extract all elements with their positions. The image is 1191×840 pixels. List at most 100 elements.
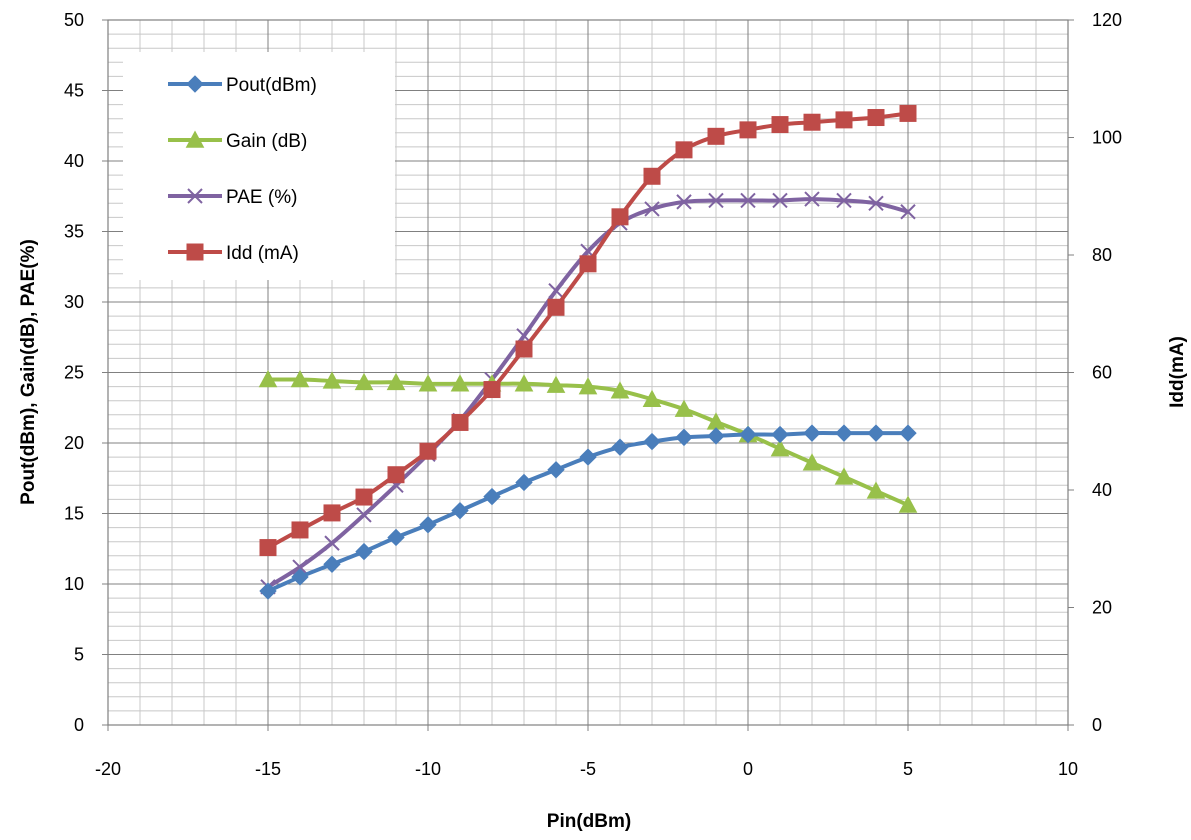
data-point bbox=[739, 425, 757, 444]
x-tick-label: -15 bbox=[255, 759, 281, 779]
data-point bbox=[707, 127, 725, 145]
data-point bbox=[802, 453, 822, 471]
legend-label: PAE (%) bbox=[226, 187, 297, 208]
y2-tick-label: 120 bbox=[1092, 10, 1122, 30]
data-point bbox=[323, 555, 341, 573]
data-point bbox=[835, 111, 853, 129]
data-point bbox=[515, 473, 533, 492]
data-point bbox=[323, 504, 341, 522]
data-point bbox=[548, 283, 564, 299]
data-point bbox=[676, 194, 692, 210]
data-point bbox=[547, 298, 565, 316]
data-point bbox=[611, 438, 629, 456]
data-point bbox=[643, 432, 661, 451]
series-pout-dbm bbox=[259, 424, 917, 600]
x-tick-label: -20 bbox=[95, 759, 121, 779]
data-point bbox=[803, 424, 821, 442]
data-point bbox=[898, 495, 918, 513]
x-tick-label: 10 bbox=[1058, 759, 1078, 779]
data-point bbox=[386, 372, 406, 391]
data-point bbox=[834, 467, 854, 485]
data-point bbox=[387, 528, 405, 547]
y2-tick-label: 40 bbox=[1092, 480, 1112, 500]
data-point bbox=[546, 375, 566, 393]
data-point bbox=[772, 192, 788, 209]
x-tick-label: 0 bbox=[743, 759, 753, 779]
legend-label: Pout(dBm) bbox=[226, 75, 317, 96]
data-point bbox=[707, 427, 725, 445]
data-point bbox=[324, 535, 340, 551]
data-point bbox=[514, 374, 534, 392]
data-point bbox=[868, 195, 884, 212]
data-point bbox=[899, 424, 917, 442]
data-point bbox=[419, 442, 437, 460]
y-tick-label: 50 bbox=[64, 10, 84, 30]
data-point bbox=[675, 141, 693, 159]
data-point bbox=[579, 255, 597, 273]
axes: -20 -15 -10 -5 0 5 100510152025303540455002040… bbox=[64, 10, 1122, 779]
data-point bbox=[450, 374, 470, 392]
data-point bbox=[418, 374, 438, 392]
data-point bbox=[290, 369, 310, 388]
data-point bbox=[674, 399, 694, 417]
data-point bbox=[547, 461, 565, 479]
y2-axis-title: Idd(mA) bbox=[1167, 336, 1188, 408]
data-point bbox=[354, 372, 374, 391]
x-tick-label: -10 bbox=[415, 759, 441, 779]
legend-item: Idd (mA) bbox=[168, 243, 299, 264]
data-point bbox=[899, 104, 917, 122]
data-point bbox=[387, 466, 405, 484]
x-axis-title: Pin(dBm) bbox=[547, 811, 631, 832]
data-point bbox=[291, 521, 309, 539]
y-tick-label: 30 bbox=[64, 292, 84, 312]
data-point bbox=[356, 507, 372, 523]
y2-tick-label: 60 bbox=[1092, 363, 1112, 383]
legend-item: PAE (%) bbox=[168, 187, 297, 208]
data-point bbox=[835, 424, 853, 442]
legend-item: Pout(dBm) bbox=[168, 75, 317, 96]
data-point bbox=[642, 389, 662, 408]
data-point bbox=[451, 501, 469, 520]
y-tick-label: 40 bbox=[64, 151, 84, 171]
data-point bbox=[770, 439, 790, 457]
data-point bbox=[739, 121, 757, 139]
data-point bbox=[675, 428, 693, 447]
data-point bbox=[451, 413, 469, 431]
y2-tick-label: 20 bbox=[1092, 598, 1112, 618]
data-point bbox=[322, 371, 342, 389]
data-point bbox=[771, 116, 789, 134]
data-point bbox=[259, 539, 277, 557]
x-tick-label: -5 bbox=[580, 759, 596, 779]
legend-swatch-marker bbox=[187, 188, 203, 204]
data-point bbox=[579, 448, 597, 466]
data-point bbox=[771, 425, 789, 444]
series-idd-ma bbox=[259, 104, 917, 557]
y-tick-label: 0 bbox=[74, 715, 84, 735]
y2-tick-label: 100 bbox=[1092, 128, 1122, 148]
data-point bbox=[836, 192, 852, 209]
data-point bbox=[292, 559, 308, 575]
data-point bbox=[515, 340, 533, 358]
legend: Pout(dBm) Gain (dB) PAE (%) Idd (mA) bbox=[123, 52, 395, 280]
y-tick-label: 45 bbox=[64, 81, 84, 101]
y-tick-label: 10 bbox=[64, 574, 84, 594]
data-point bbox=[740, 192, 756, 209]
y-tick-label: 20 bbox=[64, 433, 84, 453]
data-point bbox=[259, 582, 277, 600]
y-tick-label: 5 bbox=[74, 645, 84, 665]
y2-tick-label: 80 bbox=[1092, 245, 1112, 265]
legend-label: Gain (dB) bbox=[226, 131, 307, 152]
legend-swatch-marker bbox=[186, 243, 204, 261]
y-tick-label: 15 bbox=[64, 504, 84, 524]
y-tick-label: 35 bbox=[64, 222, 84, 242]
data-point bbox=[291, 568, 309, 586]
data-point bbox=[483, 381, 501, 399]
data-point bbox=[867, 424, 885, 442]
data-point bbox=[804, 191, 820, 207]
y2-tick-label: 0 bbox=[1092, 715, 1102, 735]
legend-item: Gain (dB) bbox=[168, 130, 307, 152]
data-point bbox=[258, 369, 278, 388]
series-gain-db bbox=[258, 369, 918, 513]
data-point bbox=[483, 487, 501, 506]
